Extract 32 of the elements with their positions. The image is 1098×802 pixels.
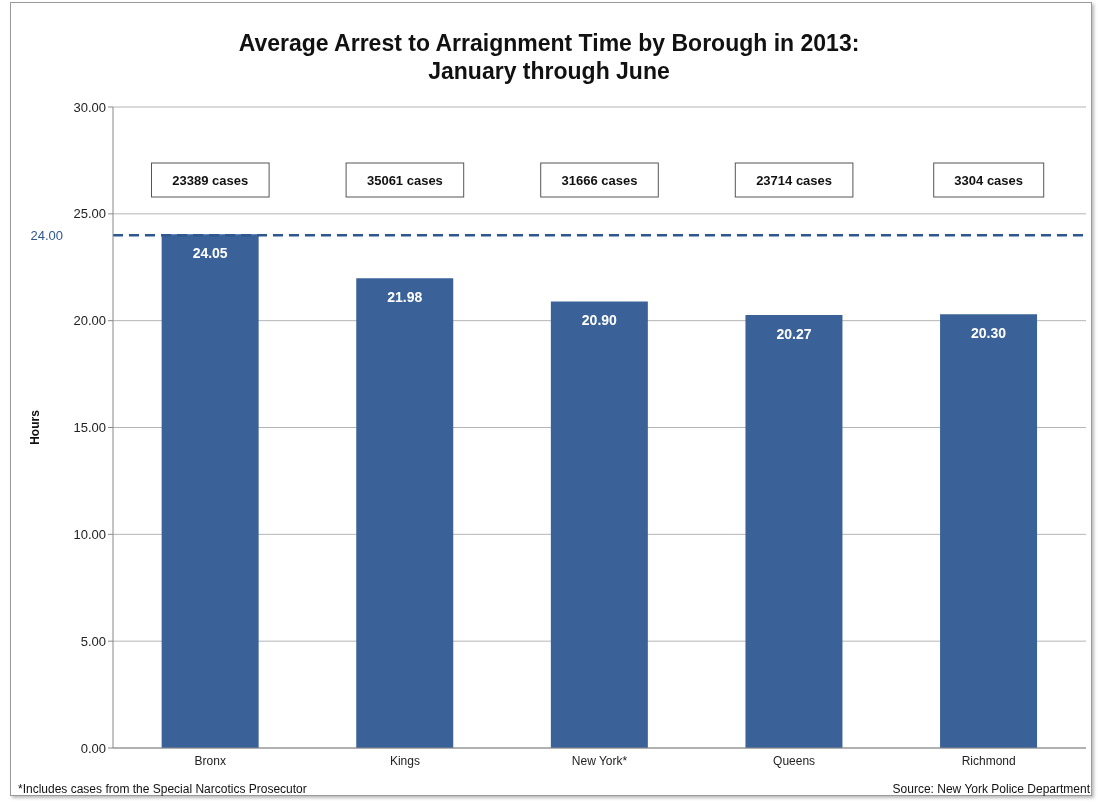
y-tick-label: 20.00 (73, 313, 106, 329)
y-tick-label: 10.00 (73, 526, 106, 542)
annotation: 3304 cases (954, 173, 1024, 188)
x-tick-label: Richmond (961, 753, 1016, 768)
bar (745, 314, 843, 748)
bar (550, 301, 648, 748)
data-label: 20.90 (581, 312, 618, 329)
y-tick-label: 30.00 (73, 99, 106, 115)
y-tick-label: 15.00 (73, 420, 106, 436)
x-tick-label: Kings (389, 753, 420, 768)
x-tick-label: New York* (571, 753, 628, 768)
annotation: 23389 cases (172, 173, 249, 188)
bar (356, 278, 454, 748)
x-tick-label: Bronx (194, 753, 226, 768)
bar (161, 234, 259, 748)
y-tick-label: 25.00 (73, 206, 106, 222)
data-label: 21.98 (387, 289, 423, 306)
text: *Includes cases from the Special Narcotics Prosecutor (18, 782, 307, 796)
annotation: 31666 cases (561, 173, 638, 188)
y-axis-title: Hours (28, 409, 43, 445)
data-label: 24.05 (192, 245, 228, 262)
y-tick-label: 5.00 (80, 633, 106, 649)
chart-title: Average Arrest to Arraignment Time by Borough in 2013: January through June (237, 29, 861, 85)
y-tick-label: 0.00 (80, 740, 106, 756)
ref-line-label: 24.00 (30, 228, 63, 244)
source-note: Source: New York Police Department (892, 782, 1090, 796)
data-label: 20.27 (776, 325, 812, 342)
data-label: 20.30 (971, 325, 1007, 342)
bar (940, 314, 1038, 748)
annotation: 23714 cases (756, 173, 833, 188)
x-tick-label: Queens (773, 753, 816, 768)
annotation: 35061 cases (366, 173, 443, 188)
